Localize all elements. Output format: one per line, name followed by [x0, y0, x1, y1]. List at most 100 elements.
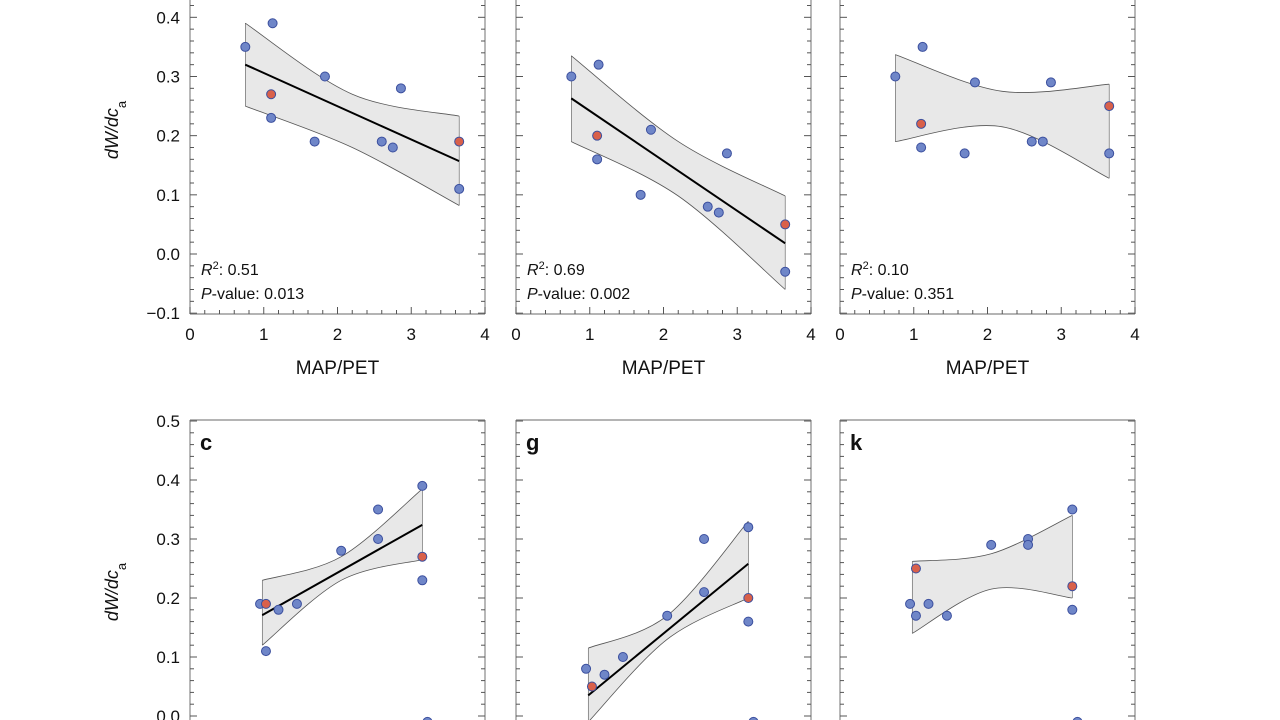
- y-tick-label: 0.1: [156, 186, 180, 205]
- data-point-highlight: [592, 130, 603, 141]
- data-point: [1026, 136, 1037, 147]
- p-value-label: P-value: 0.351: [851, 286, 954, 303]
- band-upper-edge: [571, 55, 786, 197]
- regression-line: [261, 523, 423, 616]
- data-point-highlight: [266, 89, 277, 100]
- x-tick-label: 3: [1057, 325, 1066, 344]
- data-point: [743, 616, 754, 627]
- data-point: [1067, 504, 1078, 515]
- y-tick-label: 0.2: [156, 127, 180, 146]
- regression-line: [587, 563, 749, 697]
- data-point: [1072, 716, 1083, 720]
- data-point: [617, 652, 628, 662]
- confidence-band: [571, 55, 786, 290]
- x-tick-label: 2: [659, 325, 668, 344]
- x-axis-label: MAP/PET: [946, 358, 1030, 379]
- data-point: [916, 142, 927, 153]
- data-point: [923, 598, 934, 609]
- data-point: [1067, 604, 1078, 615]
- data-point: [336, 545, 347, 556]
- data-point: [373, 504, 384, 515]
- x-tick-label: 0: [511, 325, 520, 344]
- y-tick-label: 0.0: [156, 245, 180, 264]
- data-point: [1104, 148, 1115, 159]
- regression-line: [570, 97, 786, 245]
- band-lower-edge: [912, 587, 1073, 634]
- data-point: [1045, 77, 1056, 88]
- data-point: [417, 575, 428, 586]
- y-axis-label: dW/dca: [102, 100, 129, 159]
- data-point: [941, 610, 952, 621]
- data-point: [566, 71, 577, 82]
- x-tick-label: 4: [806, 325, 815, 344]
- data-point-highlight: [586, 681, 597, 692]
- data-point-highlight: [916, 118, 927, 129]
- data-point: [910, 610, 921, 621]
- x-tick-label: 2: [333, 325, 342, 344]
- band-upper-edge: [262, 488, 423, 581]
- data-point: [743, 522, 754, 533]
- data-point: [721, 148, 732, 159]
- data-point: [917, 41, 928, 52]
- data-point: [373, 534, 384, 544]
- data-point: [635, 189, 646, 200]
- band-lower-edge: [262, 559, 423, 646]
- x-tick-label: 4: [1130, 325, 1139, 344]
- x-axis-label: MAP/PET: [296, 358, 380, 379]
- r-squared-label: R2: 0.10: [851, 260, 909, 279]
- panel-0-1: [515, 0, 812, 315]
- data-point-highlight: [743, 593, 754, 603]
- band-upper-edge: [912, 515, 1073, 562]
- data-point-highlight: [780, 219, 791, 230]
- data-point: [748, 716, 759, 720]
- data-point: [240, 41, 251, 52]
- x-tick-label: 2: [983, 325, 992, 344]
- band-upper-edge: [895, 54, 1110, 93]
- data-point-highlight: [260, 598, 271, 609]
- data-point: [593, 59, 604, 70]
- x-tick-label: 3: [733, 325, 742, 344]
- data-point: [273, 604, 284, 615]
- band-lower-edge: [571, 141, 786, 290]
- data-point: [422, 716, 433, 720]
- y-axis-label: dW/dca: [102, 562, 129, 621]
- panel-label: c: [200, 430, 212, 455]
- x-tick-label: 3: [407, 325, 416, 344]
- data-point: [376, 136, 387, 147]
- panel-1-1: [515, 419, 812, 720]
- panel-label: k: [850, 430, 863, 455]
- data-point: [986, 539, 997, 550]
- data-point: [267, 18, 278, 29]
- r-squared-label: R2: 0.69: [527, 260, 585, 279]
- data-point: [662, 610, 673, 621]
- y-tick-label: 0.5: [156, 412, 180, 431]
- y-tick-label: 0.4: [156, 471, 180, 490]
- data-point: [1037, 136, 1048, 147]
- data-point: [291, 598, 302, 609]
- confidence-band: [588, 521, 749, 720]
- data-point: [581, 663, 592, 674]
- y-tick-label: 0.3: [156, 67, 180, 86]
- data-point: [645, 124, 656, 135]
- data-point: [454, 183, 465, 194]
- x-tick-label: 1: [585, 325, 594, 344]
- panel-0-0: [189, 0, 486, 315]
- confidence-band: [912, 515, 1073, 634]
- p-value-label: P-value: 0.013: [201, 286, 304, 303]
- r-squared-label: R2: 0.51: [201, 260, 259, 279]
- x-tick-label: 0: [835, 325, 844, 344]
- panel-label: g: [526, 430, 539, 455]
- data-point: [905, 598, 916, 609]
- data-point: [417, 480, 428, 491]
- data-point: [1023, 539, 1034, 550]
- data-point-highlight: [1067, 581, 1078, 592]
- data-point: [890, 71, 901, 82]
- x-tick-label: 1: [909, 325, 918, 344]
- data-point: [309, 136, 320, 147]
- x-tick-label: 0: [185, 325, 194, 344]
- panel-1-2: [839, 419, 1136, 720]
- x-tick-label: 4: [480, 325, 489, 344]
- data-point: [319, 71, 330, 82]
- panel-1-0: [189, 419, 486, 720]
